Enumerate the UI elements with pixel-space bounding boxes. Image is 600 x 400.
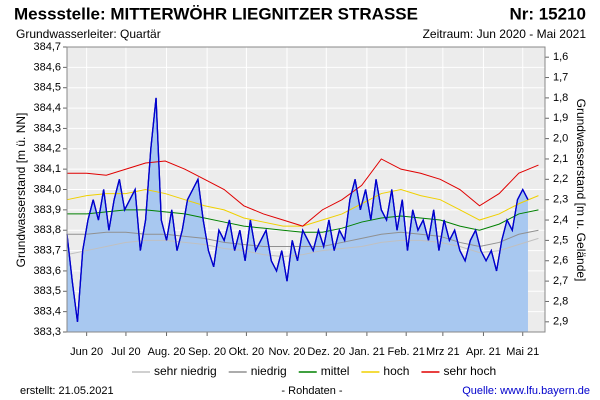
x-tick-label: Jun 20 [70,346,103,358]
y-tick-label: 383,9 [33,204,61,216]
y-tick-label: 383,8 [33,224,61,236]
x-tick-label: Okt. 20 [229,346,264,358]
legend-label: sehr hoch [443,364,496,378]
source-link[interactable]: Quelle: www.lfu.bayern.de [462,385,590,397]
y-tick-label: 383,6 [33,265,61,277]
x-tick-label: Apr. 21 [466,346,501,358]
y2-tick-label: 2,6 [553,255,568,267]
y-tick-label: 384,0 [33,183,61,195]
y2-tick-label: 2,8 [553,295,568,307]
y2-axis-label: Grundwasserstand [m u. Gelände] [574,99,588,282]
x-tick-label: Mai 21 [506,346,539,358]
x-tick-label: Mrz 21 [426,346,460,358]
area [67,97,528,333]
legend-label: niedrig [251,364,287,378]
x-tick-label: Nov. 20 [268,346,305,358]
y-axis-label: Grundwasserstand [m ü. NN] [14,113,28,268]
x-tick-label: Dez. 20 [307,346,345,358]
y2-tick-label: 2,0 [553,133,568,145]
x-tick-label: Sep. 20 [188,346,226,358]
y2-tick-label: 1,7 [553,71,568,83]
y2-tick-label: 2,4 [553,214,568,226]
line [66,237,539,258]
station-number: Nr: 15210 [509,4,586,23]
y-tick-label: 383,3 [33,326,61,338]
raw-data-note: - Rohdaten - [281,385,342,397]
x-tick-label: Feb. 21 [388,346,425,358]
y-tick-label: 383,4 [33,306,61,318]
line [66,97,529,322]
created-date: erstellt: 21.05.2021 [20,385,114,397]
y-tick-label: 383,5 [33,285,61,297]
chart-title: Messstelle: MITTERWÖHR LIEGNITZER STRASS… [14,4,418,23]
y2-tick-label: 1,9 [553,112,568,124]
plot-frame [66,46,546,333]
y2-tick-label: 2,7 [553,275,568,287]
y-tick-label: 384,7 [33,41,61,53]
y2-tick-label: 2,9 [553,316,568,328]
y-tick-label: 384,6 [33,61,61,73]
y2-tick-label: 2,1 [553,153,568,165]
y-tick-label: 384,3 [33,122,61,134]
y-tick-label: 384,2 [33,143,61,155]
line [67,229,539,248]
legend-label: mittel [321,364,350,378]
period: Zeitraum: Jun 2020 - Mai 2021 [423,27,587,41]
x-tick-label: Aug. 20 [148,346,186,358]
y-tick-label: 383,7 [33,244,61,256]
x-tick-label: Jul 20 [111,346,140,358]
y2-tick-label: 1,6 [553,51,568,63]
legend-label: hoch [383,364,409,378]
y2-tick-label: 2,3 [553,194,568,206]
legend-label: sehr niedrig [154,364,217,378]
y2-tick-label: 2,5 [553,234,568,246]
y-tick-label: 384,4 [33,102,61,114]
y-tick-label: 384,1 [33,163,61,175]
subtitle: Grundwasserleiter: Quartär [16,27,161,41]
y-tick-label: 384,5 [33,82,61,94]
y2-tick-label: 1,8 [553,92,568,104]
x-tick-label: Jan. 21 [349,346,385,358]
y2-tick-label: 2,2 [553,173,568,185]
line [67,158,539,227]
